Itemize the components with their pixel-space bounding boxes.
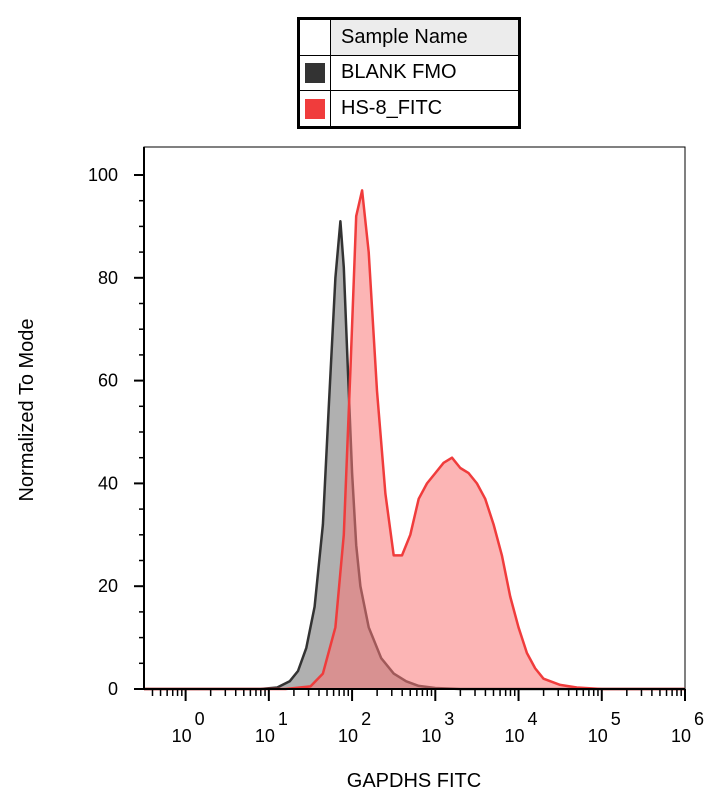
x-tick-base: 10 xyxy=(255,726,275,746)
x-tick-exponent: 5 xyxy=(611,709,621,729)
y-tick-label: 20 xyxy=(98,576,118,596)
x-tick-base: 10 xyxy=(338,726,358,746)
y-tick-label: 60 xyxy=(98,371,118,391)
legend-header: Sample Name xyxy=(330,19,519,56)
x-tick-base: 10 xyxy=(421,726,441,746)
x-tick-label: 103 xyxy=(421,709,454,746)
legend-swatch-hs8-fitc xyxy=(299,90,331,127)
legend-swatch-blank-fmo xyxy=(299,54,331,92)
x-tick-label: 102 xyxy=(338,709,371,746)
x-tick-label: 106 xyxy=(671,709,704,746)
legend-label-hs8-fitc: HS-8_FITC xyxy=(330,90,519,127)
x-tick-base: 10 xyxy=(172,726,192,746)
x-tick-base: 10 xyxy=(671,726,691,746)
y-tick-label: 100 xyxy=(88,165,118,185)
y-tick-label: 40 xyxy=(98,473,118,493)
x-tick-exponent: 3 xyxy=(444,709,454,729)
x-tick-base: 10 xyxy=(505,726,525,746)
x-tick-exponent: 6 xyxy=(694,709,704,729)
legend-label-blank-fmo: BLANK FMO xyxy=(330,54,519,92)
series-area-hs-8-fitc xyxy=(144,190,685,689)
x-tick-label: 101 xyxy=(255,709,288,746)
x-tick-base: 10 xyxy=(588,726,608,746)
x-tick-exponent: 1 xyxy=(278,709,288,729)
x-axis-label: GAPDHS FITC xyxy=(347,770,481,792)
x-tick-exponent: 4 xyxy=(528,709,538,729)
y-tick-label: 80 xyxy=(98,268,118,288)
x-tick-label: 104 xyxy=(505,709,538,746)
x-tick-label: 100 xyxy=(172,709,205,746)
x-tick-exponent: 2 xyxy=(361,709,371,729)
x-tick-exponent: 0 xyxy=(195,709,205,729)
x-tick-label: 105 xyxy=(588,709,621,746)
legend-header-blank xyxy=(299,19,331,56)
legend: Sample Name BLANK FMO HS-8_FITC xyxy=(297,17,521,129)
y-tick-label: 0 xyxy=(108,679,118,699)
series-line-hs-8-fitc xyxy=(144,189,685,691)
y-axis-label: Normalized To Mode xyxy=(16,318,38,501)
